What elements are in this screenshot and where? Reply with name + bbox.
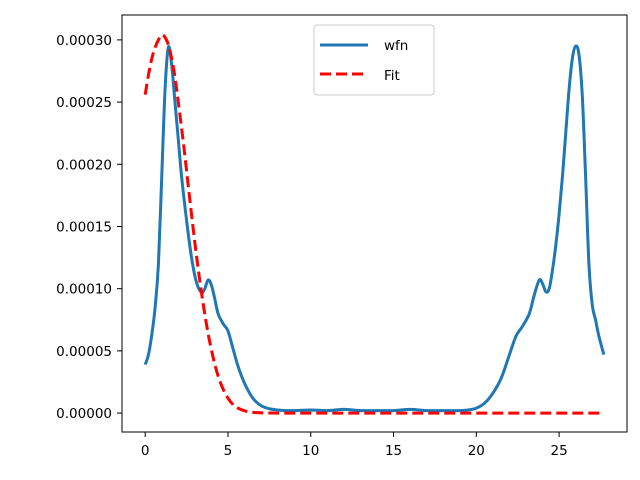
x-tick-label: 15 [385,443,402,459]
y-tick-label: 0.00030 [56,33,112,49]
y-tick-label: 0.00000 [56,406,112,422]
y-tick-label: 0.00005 [56,344,112,360]
x-tick-label: 25 [551,443,568,459]
legend-frame [313,24,435,96]
x-tick-label: 5 [224,443,233,459]
x-tick-label: 0 [141,443,150,459]
y-axis: 0.00000 0.00005 0.00010 0.00015 0.00020 0.000… [56,33,122,422]
y-tick-label: 0.00010 [56,282,112,298]
y-tick-label: 0.00025 [56,95,112,111]
series-line-wfn [143,44,606,413]
x-tick-label: 10 [302,443,319,459]
y-tick-label: 0.00020 [56,157,112,173]
x-tick-label: 20 [468,443,485,459]
series-layer [143,33,606,415]
x-axis: 0 5 10 15 20 25 [141,432,568,459]
legend-label-fit: Fit [384,68,400,84]
plot-frame [121,14,628,433]
legend: wfn Fit [313,24,435,96]
legend-label-wfn: wfn [384,38,408,54]
series-line-fit [143,33,604,415]
y-tick-label: 0.00015 [56,219,112,235]
